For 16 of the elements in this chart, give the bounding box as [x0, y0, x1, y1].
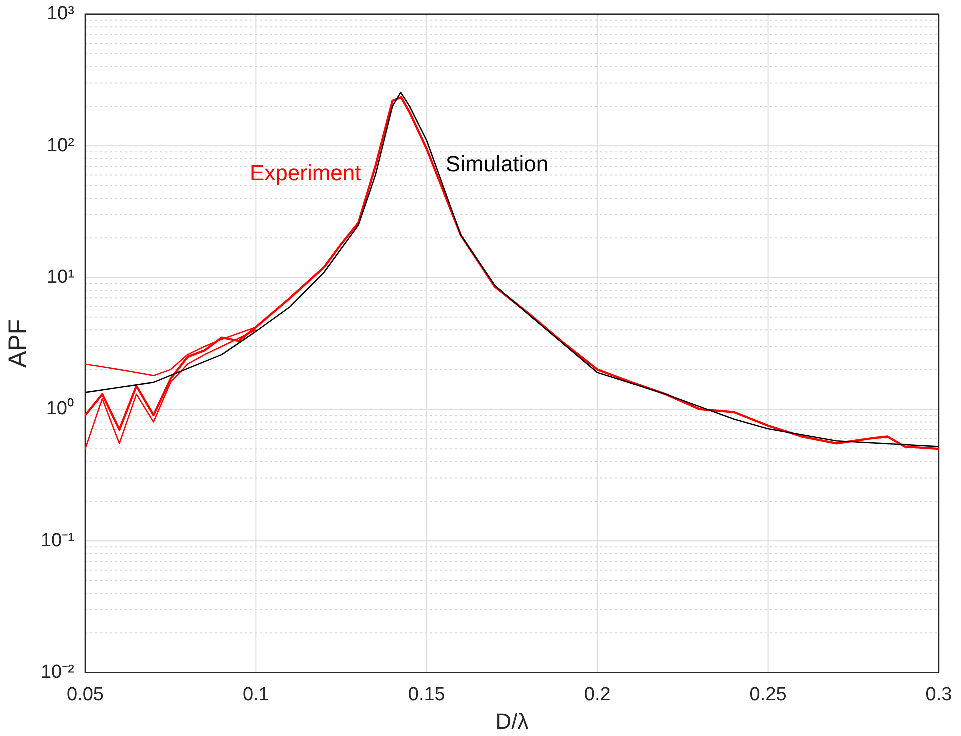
x-tick-label: 0.05 — [66, 684, 104, 706]
y-tick-label: 10¹ — [46, 266, 74, 288]
y-tick-label: 10⁻¹ — [40, 530, 74, 552]
y-tick-label: 10⁻² — [40, 662, 74, 684]
y-tick-label: 10⁰ — [46, 398, 74, 420]
x-tick-label: 0.25 — [750, 684, 787, 706]
y-tick-label: 10² — [46, 135, 74, 156]
series-label: Experiment — [250, 160, 362, 186]
y-axis-title: APF — [4, 319, 32, 368]
x-axis-title: D/λ — [496, 708, 529, 734]
y-tick-label: 10³ — [46, 4, 74, 25]
x-tick-label: 0.2 — [584, 684, 611, 706]
x-tick-label: 0.15 — [408, 684, 446, 706]
series-label: Simulation — [446, 152, 549, 177]
x-tick-label: 0.3 — [926, 684, 952, 706]
x-tick-label: 0.1 — [242, 684, 270, 706]
